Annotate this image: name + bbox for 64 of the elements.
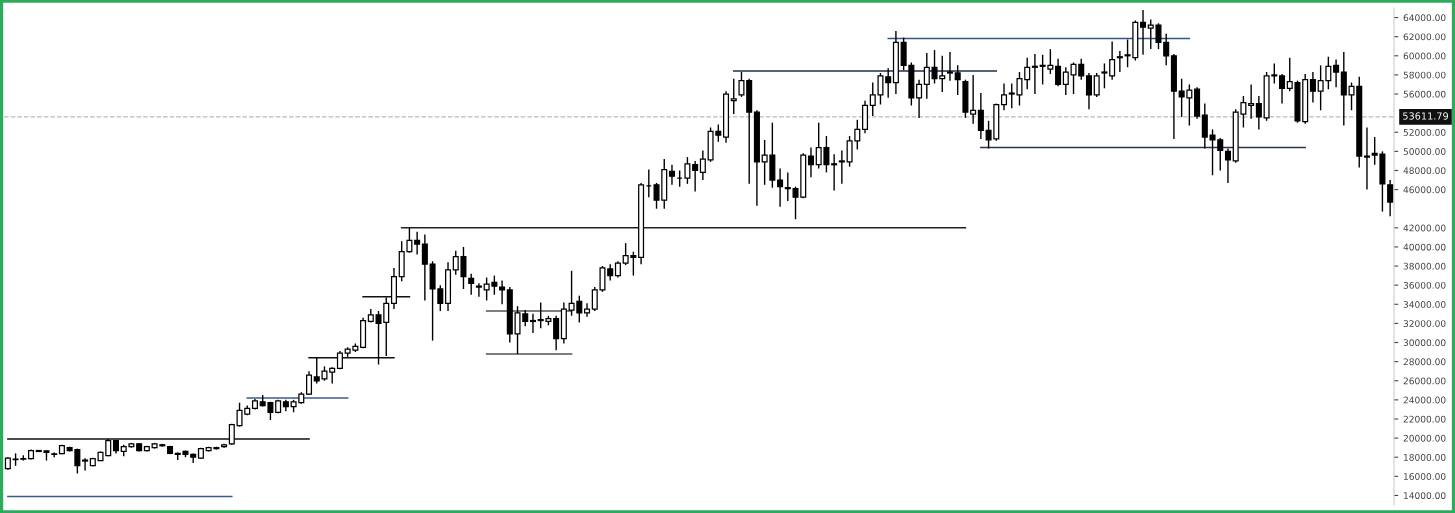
y-tick-label: 14000.00 (1404, 492, 1446, 499)
candlestick (82, 457, 89, 472)
y-tick-label: 26000.00 (1403, 377, 1446, 385)
y-tick-label: 50000.00 (1403, 148, 1446, 155)
candlestick (1109, 40, 1116, 81)
y-tick-label: 16000.00 (1404, 473, 1446, 480)
candlestick (862, 100, 869, 134)
candlestick (946, 51, 953, 82)
ref-line-label: 53611.79 (1403, 112, 1449, 120)
y-tick-label: 18000.00 (1404, 453, 1446, 461)
candlestick (1055, 57, 1062, 88)
candlestick (499, 279, 506, 305)
candlestick (1255, 95, 1262, 131)
y-tick-label: 62000.00 (1403, 33, 1446, 41)
y-tick-label: 34000.00 (1403, 301, 1446, 308)
candlestick (954, 64, 961, 96)
y-tick-label: 48000.00 (1403, 167, 1446, 175)
candlestick (1309, 71, 1316, 104)
candlestick (838, 149, 845, 185)
candlestick (414, 230, 421, 256)
candlestick (831, 153, 838, 192)
y-tick-label: 32000.00 (1403, 320, 1446, 327)
y-tick-label: 56000.00 (1403, 90, 1446, 98)
y-tick-label: 46000.00 (1403, 186, 1446, 194)
candlestick (977, 92, 984, 140)
candlestick (916, 78, 923, 119)
y-tick-label: 36000.00 (1403, 281, 1446, 289)
y-tick-label: 28000.00 (1403, 358, 1446, 366)
candlestick (1140, 9, 1147, 56)
candlestick (1085, 72, 1092, 111)
candlestick (1116, 50, 1123, 73)
y-tick-label: 22000.00 (1403, 415, 1446, 423)
candlestick (475, 282, 482, 298)
candlestick (553, 315, 560, 351)
y-tick-label: 58000.00 (1403, 71, 1446, 79)
candlestick (421, 233, 428, 302)
candlestick (468, 273, 475, 296)
y-tick-label: 40000.00 (1403, 243, 1446, 251)
candlestick (1031, 53, 1038, 95)
y-tick-label: 52000.00 (1403, 128, 1446, 136)
candlestick (1248, 83, 1255, 120)
candlestick (777, 167, 784, 208)
candlestick (668, 164, 675, 186)
candlestick (529, 313, 536, 334)
candlestick (807, 146, 814, 178)
candlestick (1333, 58, 1340, 89)
candlestick (1279, 73, 1286, 105)
candlestick (1093, 72, 1100, 98)
candlestick (684, 156, 691, 185)
candlestick (1224, 147, 1231, 184)
candlestick (730, 78, 737, 115)
candlestick (1363, 126, 1370, 191)
candlestick (1001, 82, 1008, 111)
y-tick-label: 20000.00 (1403, 434, 1446, 442)
candlestick (1101, 62, 1108, 89)
y-tick-label: 64000.00 (1403, 14, 1446, 22)
candlestick (692, 160, 699, 193)
y-tick-label: 42000.00 (1403, 224, 1446, 232)
y-tick-label: 38000.00 (1403, 262, 1446, 270)
y-tick-label: 60000.00 (1403, 52, 1446, 60)
candlestick (970, 74, 977, 125)
candlestick (699, 149, 706, 181)
y-tick-label: 24000.00 (1403, 396, 1446, 404)
y-tick-label: 30000.00 (1403, 339, 1446, 347)
